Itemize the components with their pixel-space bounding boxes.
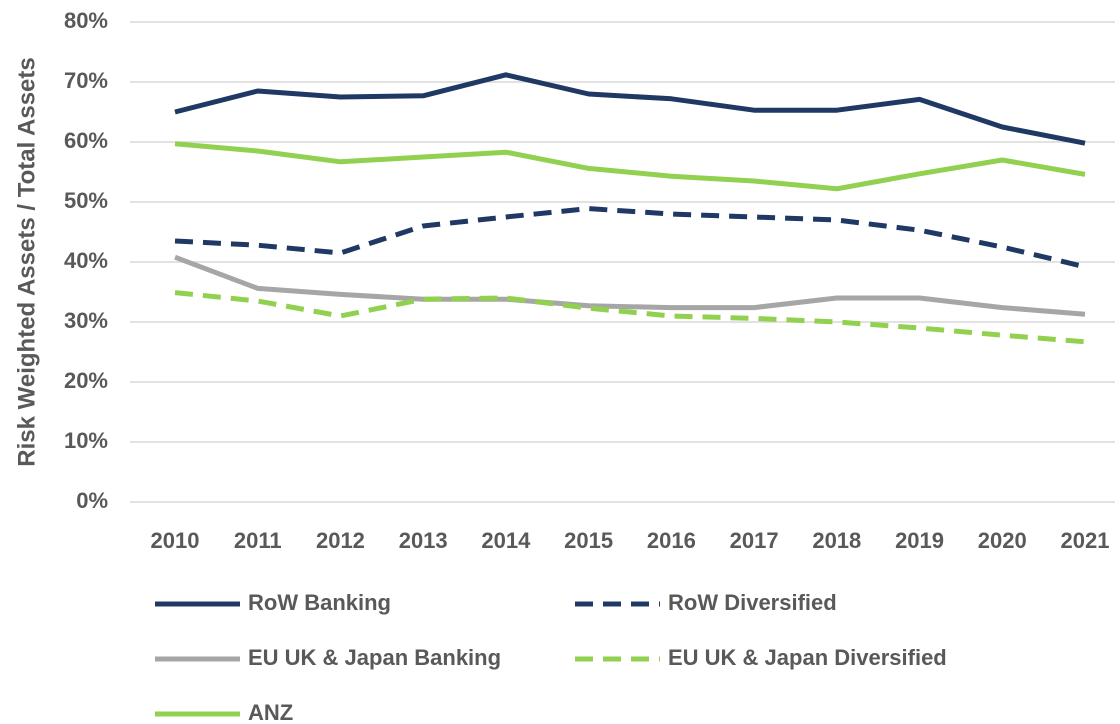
x-tick-label: 2019 xyxy=(895,528,944,553)
x-tick-label: 2014 xyxy=(481,528,531,553)
y-tick-label: 70% xyxy=(64,68,108,93)
series-line xyxy=(174,141,1086,192)
series-line xyxy=(174,254,1086,317)
x-tick-label: 2015 xyxy=(564,528,613,553)
y-tick-label: 40% xyxy=(64,248,108,273)
x-tick-label: 2011 xyxy=(234,528,282,553)
y-tick-label: 80% xyxy=(64,8,108,33)
x-tick-label: 2012 xyxy=(316,528,365,553)
legend-label: RoW Diversified xyxy=(668,590,837,615)
x-tick-label: 2016 xyxy=(647,528,696,553)
legend-label: ANZ xyxy=(248,700,293,724)
y-tick-label: 50% xyxy=(64,188,108,213)
legend-label: EU UK & Japan Banking xyxy=(248,645,501,670)
x-tick-label: 2021 xyxy=(1061,528,1110,553)
y-tick-label: 10% xyxy=(64,428,108,453)
x-tick-label: 2013 xyxy=(399,528,448,553)
y-tick-label: 30% xyxy=(64,308,108,333)
legend-label: RoW Banking xyxy=(248,590,391,615)
x-tick-label: 2010 xyxy=(151,528,200,553)
y-tick-label: 0% xyxy=(76,488,108,513)
series-line xyxy=(174,206,1086,270)
y-axis-label: Risk Weighted Assets / Total Assets xyxy=(13,57,40,466)
x-tick-label: 2017 xyxy=(730,528,779,553)
legend-label: EU UK & Japan Diversified xyxy=(668,645,947,670)
x-tick-label: 2018 xyxy=(812,528,861,553)
y-tick-label: 20% xyxy=(64,368,108,393)
y-tick-label: 60% xyxy=(64,128,108,153)
series-line xyxy=(174,72,1086,146)
x-tick-label: 2020 xyxy=(978,528,1027,553)
series-line xyxy=(174,290,1086,345)
